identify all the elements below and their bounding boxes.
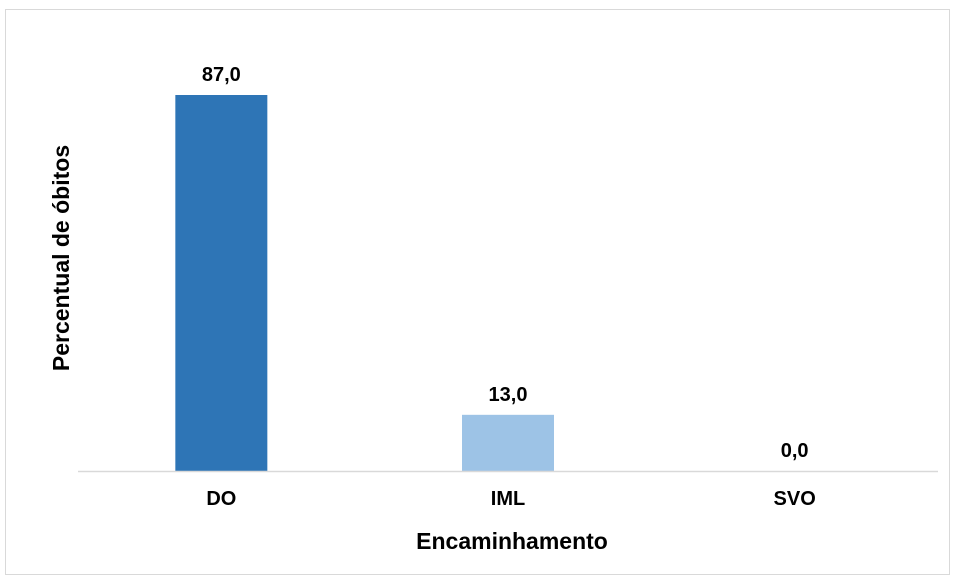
tick-labels-group: DO IML SVO <box>206 488 815 510</box>
bar-do <box>175 95 268 471</box>
y-axis-title: Percentual de óbitos <box>48 145 74 371</box>
x-tick-label-iml: IML <box>491 488 525 510</box>
bars-group <box>175 95 554 471</box>
data-labels-group: 87,0 13,0 0,0 <box>202 64 809 462</box>
data-label-iml: 13,0 <box>489 384 528 406</box>
chart-frame <box>5 9 950 575</box>
x-axis-title: Encaminhamento <box>416 528 608 554</box>
x-tick-label-svo: SVO <box>774 488 816 510</box>
x-tick-label-do: DO <box>206 488 236 510</box>
data-label-do: 87,0 <box>202 64 241 86</box>
bar-iml <box>462 414 554 471</box>
data-label-svo: 0,0 <box>781 440 809 462</box>
